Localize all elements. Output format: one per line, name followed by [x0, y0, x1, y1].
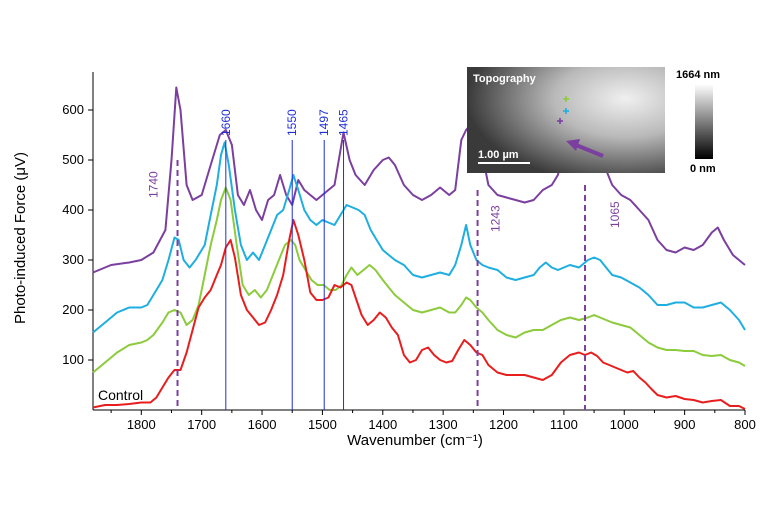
peak-label-1660: 1660: [219, 109, 233, 136]
colorbar-max-label: 1664 nm: [676, 69, 720, 81]
topography-image: [467, 67, 665, 173]
y-axis-title: Photo-induced Force (μV): [12, 152, 29, 324]
y-tick-label: 100: [62, 352, 84, 367]
x-tick-label: 1500: [308, 417, 337, 432]
dashed-peak-label-1243: 1243: [489, 205, 503, 232]
x-axis-title: Wavenumber (cm⁻¹): [347, 432, 483, 449]
x-tick-label: 1800: [127, 417, 156, 432]
y-tick-label: 500: [62, 152, 84, 167]
dashed-peak-label-1740: 1740: [147, 171, 161, 198]
series-label-control: Control: [98, 387, 143, 403]
crosshair-icon: [557, 96, 569, 124]
peak-label-1550: 1550: [285, 109, 299, 136]
series-line-3: [92, 219, 746, 410]
x-tick-label: 1700: [187, 417, 216, 432]
peak-label-1497: 1497: [317, 109, 331, 136]
y-tick-label: 300: [62, 252, 84, 267]
series-line-1: [92, 141, 746, 334]
dashed-peak-label-1065: 1065: [608, 201, 622, 228]
y-tick-label: 400: [62, 202, 84, 217]
inset-title: Topography: [473, 73, 537, 85]
x-tick-label: 1400: [368, 417, 397, 432]
topography-inset: Topography 1.00 µm 1664 nm 0 nm: [467, 67, 720, 175]
x-tick-label: 1300: [429, 417, 458, 432]
y-tick-label: 200: [62, 302, 84, 317]
colorbar-min-label: 0 nm: [690, 163, 716, 175]
x-tick-label: 800: [734, 417, 756, 432]
peak-lines: 1660 1550 1497 1465 1740 1243 1065: [147, 109, 622, 410]
x-tick-label: 1200: [489, 417, 518, 432]
y-axis: 100 200 300 400 500 600: [62, 72, 94, 410]
inset-scale-bar-label: 1.00 µm: [478, 149, 519, 161]
x-tick-label: 900: [674, 417, 696, 432]
peak-label-1465: 1465: [337, 109, 351, 136]
series-layer: [92, 86, 746, 410]
y-tick-label: 600: [62, 102, 84, 117]
pointer-arrow-icon: [566, 139, 604, 158]
x-axis: 1800 1700 1600 1500 1400 1300 1200 1100 1000 900 8…: [93, 409, 756, 432]
colorbar: [695, 84, 713, 159]
series-line-2: [92, 186, 746, 374]
x-tick-label: 1600: [248, 417, 277, 432]
series-line-0: [92, 86, 746, 274]
x-tick-label: 1100: [550, 417, 578, 432]
x-tick-label: 1000: [610, 417, 639, 432]
